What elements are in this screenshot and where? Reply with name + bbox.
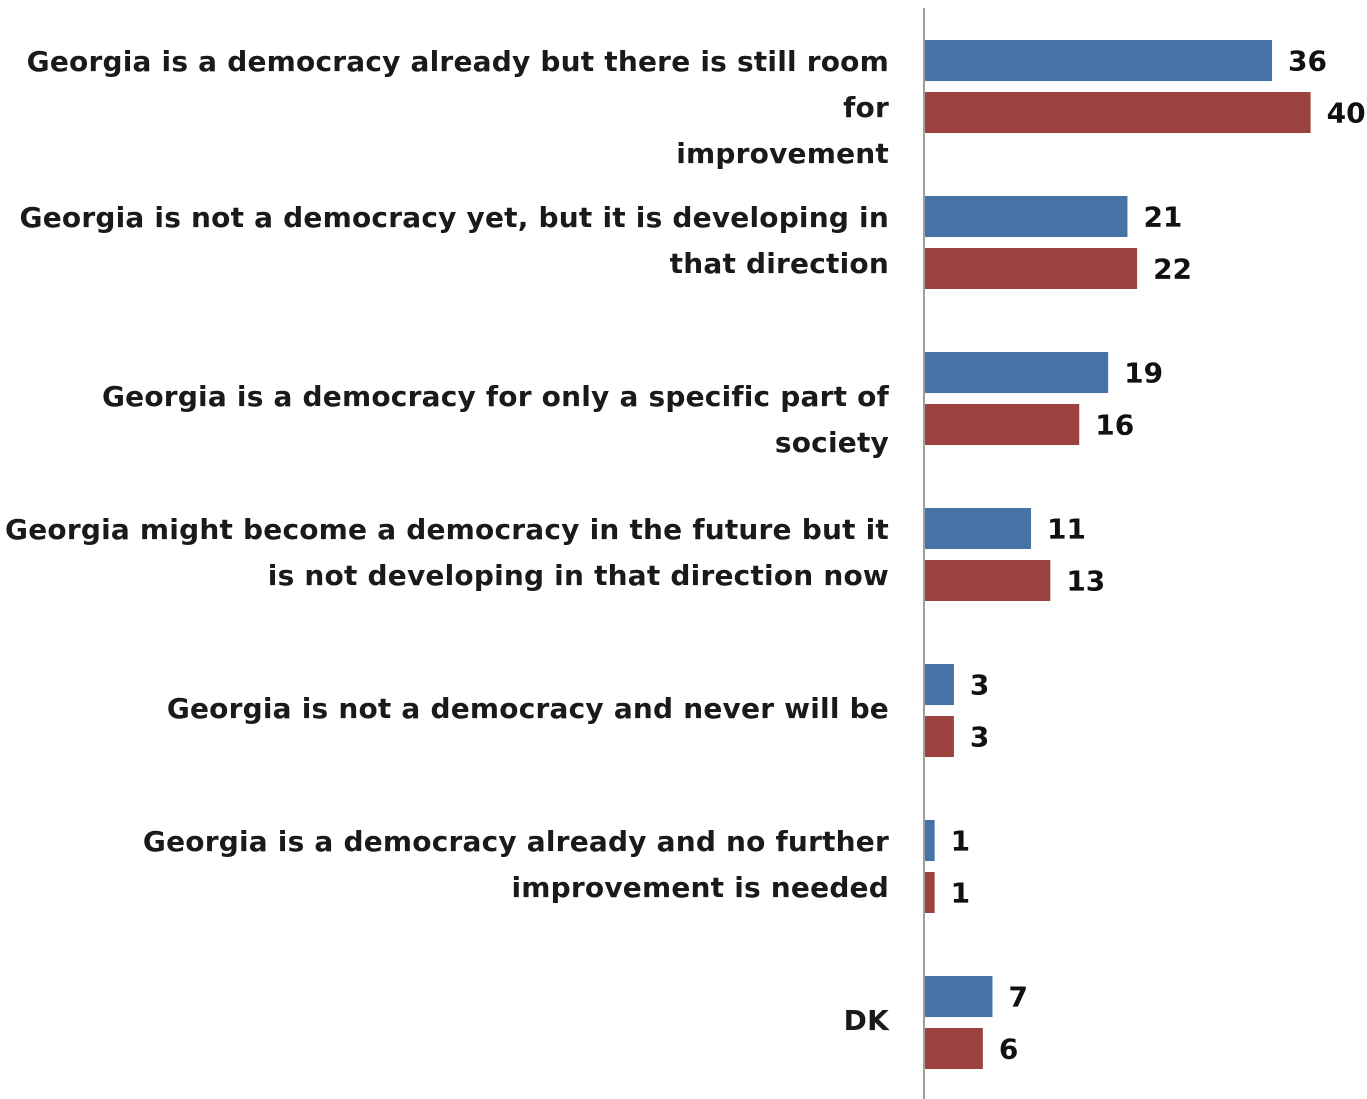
category-label-line: improvement bbox=[676, 136, 889, 170]
data-label: 3 bbox=[970, 721, 989, 754]
bar-series1 bbox=[925, 664, 954, 705]
category-label: Georgia might become a democracy in the … bbox=[0, 507, 889, 599]
data-label: 1 bbox=[951, 825, 970, 858]
bar-series2 bbox=[925, 560, 1051, 601]
data-label: 19 bbox=[1124, 357, 1163, 390]
bar-series1 bbox=[925, 196, 1128, 237]
bar-series2 bbox=[925, 716, 954, 757]
bar-series2 bbox=[925, 404, 1080, 445]
bar-series2 bbox=[925, 872, 935, 913]
data-label: 7 bbox=[1008, 981, 1027, 1014]
category-label: DK bbox=[0, 998, 889, 1044]
data-label: 6 bbox=[999, 1033, 1018, 1066]
category-label-line: DK bbox=[843, 1003, 889, 1037]
data-label: 3 bbox=[970, 669, 989, 702]
category-label-line: Georgia is a democracy for only a specif… bbox=[102, 379, 889, 459]
category-label: Georgia is a democracy already but there… bbox=[0, 39, 889, 177]
data-label: 1 bbox=[951, 877, 970, 910]
category-label: Georgia is a democracy already and no fu… bbox=[0, 819, 889, 911]
data-label: 16 bbox=[1095, 409, 1134, 442]
bar-series2 bbox=[925, 248, 1138, 289]
category-label-line: improvement is needed bbox=[511, 870, 889, 904]
data-label: 40 bbox=[1327, 97, 1366, 130]
data-label: 21 bbox=[1143, 201, 1182, 234]
category-label: Georgia is a democracy for only a specif… bbox=[0, 374, 889, 466]
category-label-line: Georgia is not a democracy yet, but it i… bbox=[19, 200, 889, 234]
bar-series1 bbox=[925, 976, 993, 1017]
bar-series1 bbox=[925, 40, 1273, 81]
data-label: 22 bbox=[1153, 253, 1192, 286]
category-label-line: Georgia is not a democracy and never wil… bbox=[166, 691, 889, 725]
data-label: 13 bbox=[1066, 565, 1105, 598]
bar-series1 bbox=[925, 508, 1032, 549]
category-label-line: Georgia is a democracy already and no fu… bbox=[142, 824, 889, 858]
data-label: 36 bbox=[1288, 45, 1327, 78]
bar-series1 bbox=[925, 820, 935, 861]
bar-series1 bbox=[925, 352, 1109, 393]
bar-series2 bbox=[925, 92, 1311, 133]
category-label: Georgia is not a democracy and never wil… bbox=[0, 686, 889, 732]
category-label-line: is not developing in that direction now bbox=[267, 558, 889, 592]
data-label: 11 bbox=[1047, 513, 1086, 546]
category-label-line: Georgia is a democracy already but there… bbox=[26, 44, 889, 124]
category-label: Georgia is not a democracy yet, but it i… bbox=[0, 195, 889, 287]
category-label-line: Georgia might become a democracy in the … bbox=[5, 512, 889, 546]
category-label-line: that direction bbox=[669, 246, 889, 280]
bar-series2 bbox=[925, 1028, 983, 1069]
